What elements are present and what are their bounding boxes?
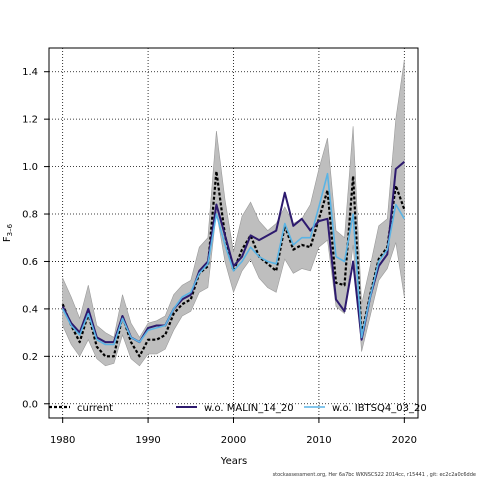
legend-label-2: w.o. MALIN_14_20 — [204, 403, 294, 414]
y-tick-label: 0.2 — [22, 352, 38, 363]
y-axis-label: F3–6 — [2, 223, 14, 242]
x-tick-label: 1980 — [50, 435, 75, 446]
series-line-3 — [61, 172, 405, 346]
y-tick-label: 1.2 — [22, 115, 38, 126]
x-tick-label: 2010 — [306, 435, 331, 446]
y-axis-label-subscript: 3–6 — [6, 223, 14, 236]
series-lines — [61, 161, 406, 358]
y-tick-label: 1.4 — [22, 67, 38, 78]
y-tick-label: 0.4 — [22, 304, 38, 315]
x-tick-label: 1990 — [135, 435, 160, 446]
y-tick-label: 0.8 — [22, 210, 38, 221]
y-axis-label-main: F — [2, 236, 13, 242]
x-tick-label: 2020 — [392, 435, 417, 446]
y-tick-label: 0.0 — [22, 399, 38, 410]
x-tick-label: 2000 — [221, 435, 246, 446]
legend: current w.o. MALIN_14_20 w.o. IBTSQ4_03_20 — [49, 403, 427, 414]
footer-text: stockassessment.org, Her 6a7bc WKNSCS22 … — [272, 472, 476, 478]
legend-label-3: w.o. IBTSQ4_03_20 — [332, 403, 427, 414]
y-axis: 0.0 0.2 0.4 0.6 0.8 1.0 1.2 1.4 — [22, 67, 49, 410]
legend-label-1: current — [77, 403, 113, 414]
y-tick-label: 1.0 — [22, 162, 38, 173]
y-tick-label: 0.6 — [22, 257, 38, 268]
x-axis: 1980 1990 2000 2010 2020 — [50, 418, 417, 446]
x-axis-label: Years — [220, 456, 247, 467]
